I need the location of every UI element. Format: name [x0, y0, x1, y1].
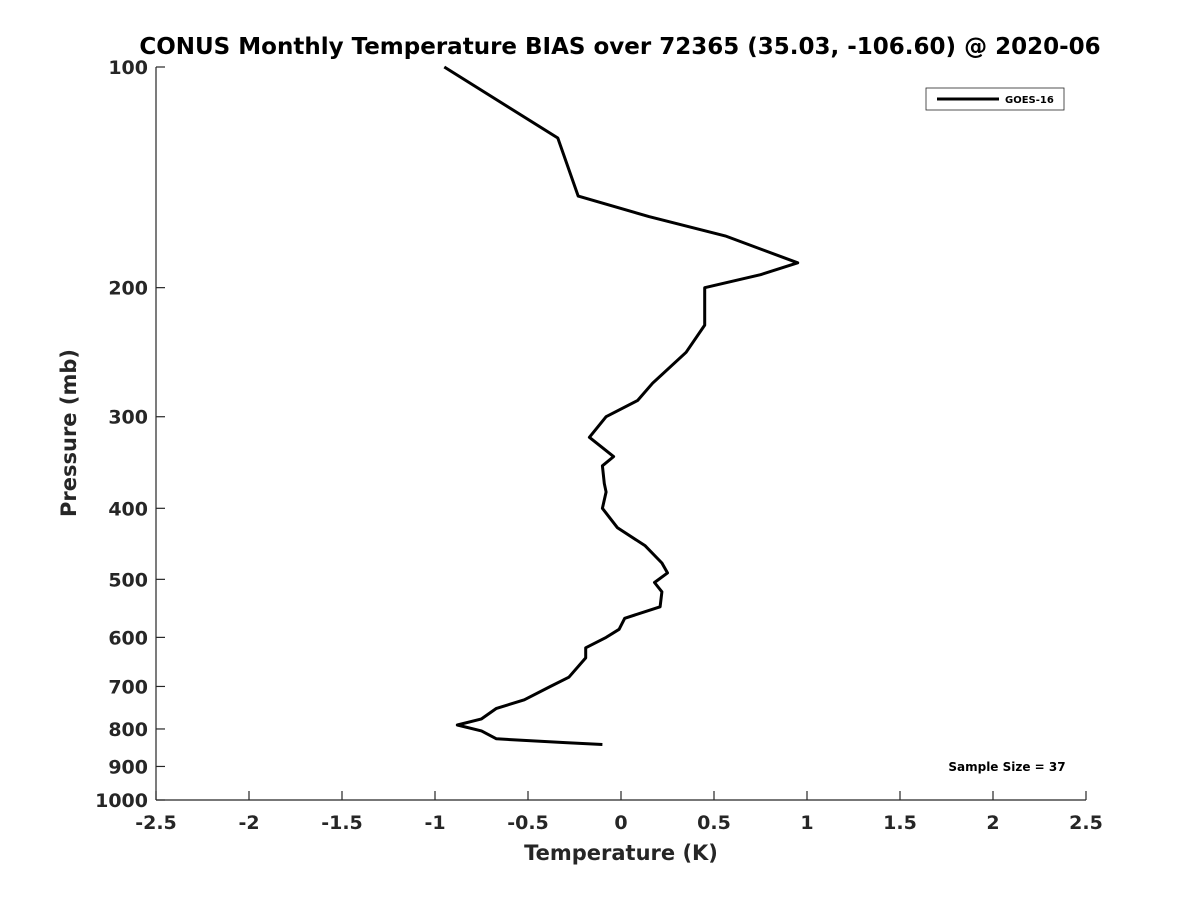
x-tick-label: 1.5 — [883, 812, 917, 834]
y-tick-label: 700 — [108, 676, 148, 698]
y-tick-label: 600 — [108, 627, 148, 649]
x-tick-label: 0 — [614, 812, 627, 834]
x-tick-label: -1.5 — [321, 812, 363, 834]
x-axis-label: Temperature (K) — [524, 841, 718, 865]
y-tick-label: 300 — [108, 407, 148, 429]
y-tick-label: 400 — [108, 498, 148, 520]
x-tick-label: -2.5 — [135, 812, 177, 834]
y-tick-label: 500 — [108, 569, 148, 591]
y-tick-label: 800 — [108, 719, 148, 741]
y-tick-label: 900 — [108, 756, 148, 778]
x-tick-label: -0.5 — [507, 812, 549, 834]
x-tick-label: 0.5 — [697, 812, 731, 834]
x-tick-label: 2 — [986, 812, 999, 834]
series-line-goes-16 — [443, 65, 800, 746]
y-ticks: 100 200 300 400 500 600 700 800 900 1000 — [95, 57, 165, 812]
y-axis-label: Pressure (mb) — [57, 349, 81, 517]
y-tick-label: 100 — [108, 57, 148, 79]
y-tick-label: 1000 — [95, 790, 148, 812]
x-tick-label: -2 — [238, 812, 259, 834]
series-group — [443, 65, 800, 746]
y-tick-label: 200 — [108, 278, 148, 300]
legend: GOES-16 — [925, 87, 1065, 111]
chart-title: CONUS Monthly Temperature BIAS over 7236… — [139, 34, 1100, 60]
x-tick-label: 2.5 — [1069, 812, 1103, 834]
x-tick-label: 1 — [800, 812, 813, 834]
legend-label: GOES-16 — [1005, 95, 1054, 106]
x-tick-label: -1 — [424, 812, 445, 834]
sample-size-annotation: Sample Size = 37 — [948, 760, 1065, 774]
x-ticks: -2.5 -2 -1.5 -1 -0.5 0 0.5 1 1.5 2 2.5 — [135, 791, 1103, 834]
